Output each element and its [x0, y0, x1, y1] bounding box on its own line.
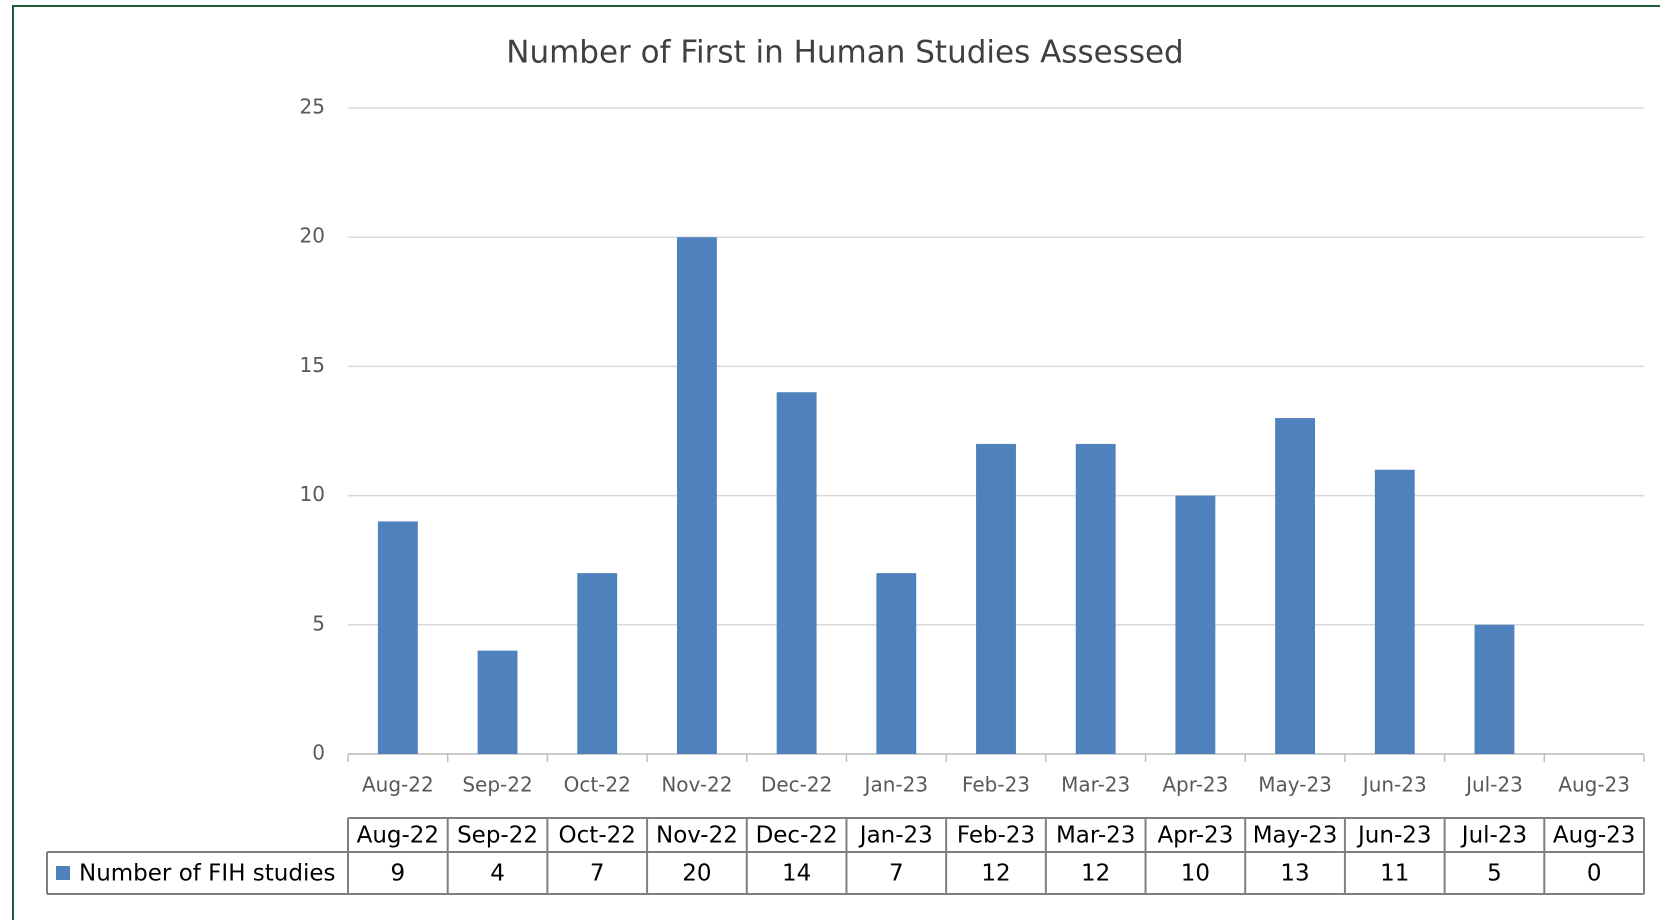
x-tick-label: Jun-23: [1361, 773, 1427, 797]
table-value: 4: [490, 861, 505, 887]
table-value: 12: [981, 861, 1010, 887]
table-value: 7: [590, 861, 605, 887]
table-value: 10: [1181, 861, 1210, 887]
bar: [377, 521, 418, 754]
x-tick-label: Jan-23: [863, 773, 929, 797]
bar: [1275, 418, 1316, 754]
y-tick-label: 15: [300, 353, 325, 377]
table-value: 9: [391, 861, 406, 887]
x-tick-label: Aug-22: [362, 773, 434, 797]
x-tick-label: Sep-22: [462, 773, 532, 797]
table-header: Dec-22: [756, 823, 838, 849]
table-value: 14: [782, 861, 811, 887]
table-header: Oct-22: [559, 823, 636, 849]
table-value: 12: [1081, 861, 1110, 887]
table-header: Jan-23: [858, 823, 933, 849]
table-header: May-23: [1253, 823, 1338, 849]
y-tick-label: 25: [300, 95, 325, 119]
table-header: Apr-23: [1157, 823, 1233, 849]
bar: [577, 573, 618, 754]
bar: [1175, 495, 1216, 754]
table-header: Jun-23: [1356, 823, 1432, 849]
table-header: Mar-23: [1056, 823, 1136, 849]
x-tick-label: Feb-23: [962, 773, 1030, 797]
bar: [1374, 469, 1415, 754]
table-value: 11: [1380, 861, 1409, 887]
table-header: Jul-23: [1460, 823, 1527, 849]
bar: [876, 573, 917, 754]
table-header: Aug-22: [357, 823, 439, 849]
x-tick-label: Nov-22: [661, 773, 732, 797]
table-value: 5: [1487, 861, 1502, 887]
bar: [776, 392, 817, 754]
y-tick-label: 10: [300, 482, 325, 506]
legend-label: Number of FIH studies: [79, 861, 336, 887]
x-tick-label: Oct-22: [564, 773, 631, 797]
y-tick-label: 5: [312, 611, 325, 635]
x-tick-label: Apr-23: [1162, 773, 1228, 797]
table-header: Nov-22: [656, 823, 738, 849]
table-value: 0: [1587, 861, 1602, 887]
table-header: Aug-23: [1553, 823, 1635, 849]
chart-title: Number of First in Human Studies Assesse…: [506, 35, 1183, 71]
x-tick-label: Dec-22: [761, 773, 832, 797]
y-tick-label: 0: [312, 741, 325, 765]
bar: [477, 650, 518, 754]
x-tick-label: Jul-23: [1464, 773, 1523, 797]
x-tick-label: Mar-23: [1061, 773, 1130, 797]
table-value: 7: [889, 861, 904, 887]
table-header: Sep-22: [457, 823, 538, 849]
x-tick-label: May-23: [1258, 773, 1332, 797]
bar: [1075, 443, 1116, 754]
bar: [676, 237, 717, 754]
table-value: 20: [682, 861, 711, 887]
bar: [976, 443, 1016, 754]
legend-swatch: [56, 866, 70, 880]
y-tick-label: 20: [300, 224, 325, 248]
frame: [12, 5, 1660, 920]
table-header: Feb-23: [957, 823, 1035, 849]
bar: [1474, 624, 1515, 754]
x-tick-label: Aug-23: [1558, 773, 1630, 797]
table-value: 13: [1280, 861, 1309, 887]
